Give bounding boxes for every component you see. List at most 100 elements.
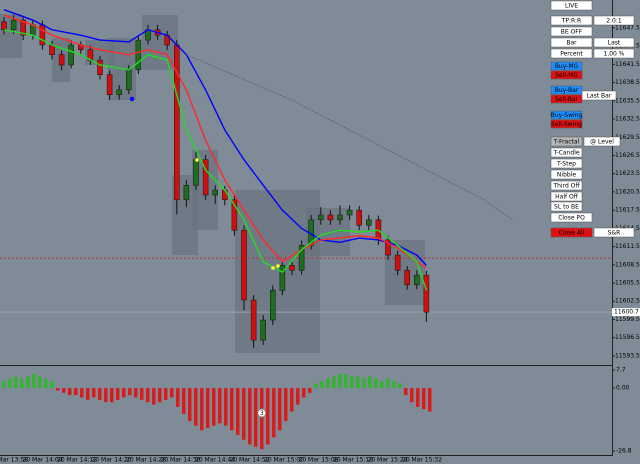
button-bg[interactable] (550, 37, 593, 48)
button[interactable]: Sell-Bar (550, 94, 583, 104)
x-tick-label: 20 Mar 14:44 (195, 457, 235, 464)
button-label[interactable]: Nibble (557, 172, 576, 179)
button-label[interactable]: Buy-Swing (551, 112, 583, 119)
button-bg[interactable] (550, 136, 583, 147)
button[interactable]: Half Off (550, 191, 583, 202)
button[interactable]: Last Bar (581, 90, 617, 101)
button[interactable]: Sell-MG (550, 70, 583, 80)
button-bg[interactable] (550, 85, 583, 95)
button-label[interactable]: Last Bar (587, 93, 612, 100)
button-bg[interactable] (550, 212, 593, 223)
button-bg[interactable] (550, 0, 593, 11)
button-label[interactable]: Sell-Bar (555, 96, 579, 103)
candle-body (404, 270, 410, 286)
button[interactable]: 1.00 % (593, 48, 635, 59)
button-bg[interactable] (550, 61, 583, 71)
button-bg[interactable] (550, 227, 593, 238)
button-label[interactable]: S&R (608, 230, 621, 237)
button[interactable]: @ Level (583, 136, 621, 147)
button-bg[interactable] (550, 201, 583, 212)
button-label[interactable]: 1.00 % (604, 51, 625, 58)
y-tick-label: 11611.5 (615, 243, 640, 250)
button-bg[interactable] (581, 90, 617, 101)
button-label[interactable]: Percent (560, 51, 583, 58)
button-bg[interactable] (593, 37, 635, 48)
button-bg[interactable] (550, 15, 593, 26)
button-label[interactable]: Last (608, 40, 621, 47)
button[interactable]: T-Candle (550, 147, 583, 158)
button-label[interactable]: Bar (566, 40, 577, 47)
histogram-bar (266, 388, 270, 445)
button-label[interactable]: Sell-MG (555, 72, 578, 79)
button[interactable]: Buy-Swing (550, 110, 583, 120)
histogram-bar (272, 388, 276, 438)
button[interactable]: Percent (550, 48, 593, 59)
button-bg[interactable] (550, 26, 593, 37)
histogram-bar (194, 388, 198, 426)
button-bg[interactable] (593, 48, 635, 59)
histogram-bar (74, 388, 78, 396)
y-tick-label: 11632.5 (615, 116, 640, 123)
button-label[interactable]: Close All (559, 230, 585, 237)
button[interactable]: LIVE (550, 0, 593, 11)
histogram-bar (140, 388, 144, 400)
signal-dot (271, 266, 275, 270)
candle-body (193, 159, 199, 186)
button-label[interactable]: Close PO (558, 215, 585, 222)
button-bg[interactable] (550, 110, 583, 120)
button-label[interactable]: SL to BE (554, 204, 579, 211)
histogram-bar (236, 388, 240, 436)
button-label[interactable]: Buy-Bar (555, 87, 579, 94)
button-bg[interactable] (593, 227, 635, 238)
button-label[interactable]: Buy-MG (555, 63, 579, 70)
button-label[interactable]: 2.0:1 (606, 18, 622, 25)
button[interactable]: Sell-Swing (550, 119, 583, 129)
button-label[interactable]: BE OFF (561, 29, 583, 36)
histogram-bar (62, 388, 66, 393)
button[interactable]: Last (593, 37, 635, 48)
button[interactable]: S&R (593, 227, 635, 238)
histogram-bar (8, 378, 12, 389)
button[interactable]: T-Fractal (550, 136, 583, 147)
button-bg[interactable] (550, 158, 583, 169)
button[interactable]: Buy-MG (550, 61, 583, 71)
button[interactable]: SL to BE (550, 201, 583, 212)
candle-body (260, 319, 266, 341)
button-bg[interactable] (583, 136, 621, 147)
button-label[interactable]: LIVE (565, 3, 578, 10)
candle-body (250, 299, 257, 341)
histogram-bar (326, 378, 330, 389)
button-label[interactable]: @ Level (590, 139, 614, 146)
button[interactable]: Bar (550, 37, 593, 48)
button-bg[interactable] (593, 15, 635, 26)
button[interactable]: T-Step (550, 158, 583, 169)
button-bg[interactable] (550, 169, 583, 180)
button-bg[interactable] (550, 191, 583, 202)
button[interactable]: Nibble (550, 169, 583, 180)
button[interactable]: TP:R:R (550, 15, 593, 26)
x-tick-label: 20 Mar 13:58 (0, 457, 28, 464)
histogram-bar (200, 388, 204, 431)
button[interactable]: Buy-Bar (550, 85, 583, 95)
button-label[interactable]: T-Candle (552, 150, 579, 157)
button[interactable]: Close PO (550, 212, 593, 223)
button-bg[interactable] (550, 180, 583, 191)
button-label[interactable]: Third Off (552, 183, 580, 190)
button-label[interactable]: Half Off (555, 194, 579, 201)
button-label[interactable]: T-Fractal (553, 139, 580, 146)
button-label[interactable]: TP:R:R (561, 18, 581, 25)
button[interactable]: 2.0:1 (593, 15, 635, 26)
candle-body (116, 89, 122, 95)
button[interactable]: BE OFF (550, 26, 593, 37)
button-bg[interactable] (550, 48, 593, 59)
button-bg[interactable] (550, 70, 583, 80)
button[interactable]: Third Off (550, 180, 583, 191)
histogram-bar (38, 376, 42, 389)
button-bg[interactable] (550, 119, 583, 129)
moving-average (3, 9, 427, 266)
button-label[interactable]: Sell-Swing (551, 121, 582, 128)
button[interactable]: Close All (550, 227, 593, 238)
button-label[interactable]: T-Step (556, 161, 576, 168)
button-bg[interactable] (550, 147, 583, 158)
x-tick-label: 20 Mar 14:52 (230, 457, 270, 464)
